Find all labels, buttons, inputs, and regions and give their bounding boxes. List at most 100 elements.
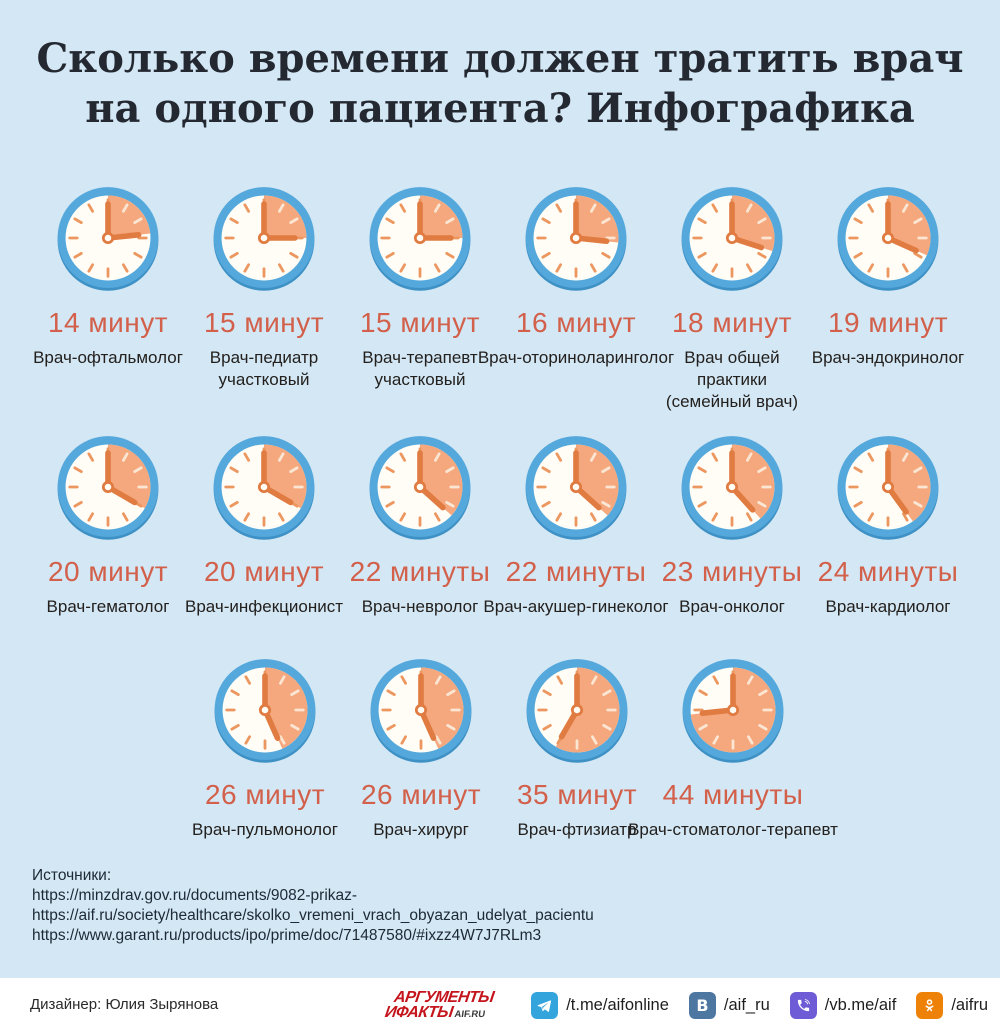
source-link[interactable]: https://minzdrav.gov.ru/documents/9082-p… <box>32 887 358 904</box>
clock-icon <box>525 436 627 540</box>
source-link[interactable]: https://aif.ru/society/healthcare/skolko… <box>32 907 594 924</box>
source-link[interactable]: https://www.garant.ru/products/ipo/prime… <box>32 927 542 944</box>
social-link-item: /vb.me/aif <box>789 991 897 1019</box>
doctor-label-line: Врач общей <box>684 348 780 367</box>
clock-icon <box>369 436 471 540</box>
time-label: 15 минут <box>203 307 325 338</box>
social-handle[interactable]: /aif_ru <box>723 995 770 1014</box>
telegram-badge[interactable] <box>531 991 559 1019</box>
clock-cell: 15 минут Врач‑терапевт участковый <box>342 182 498 413</box>
doctor-label: Врач‑педиатр участковый <box>210 347 318 391</box>
clock-cell: 20 минут Врач‑гематолог <box>30 431 186 618</box>
doctor-label: Врач‑кардиолог <box>826 596 951 618</box>
doctor-label: Врач‑терапевт участковый <box>362 347 477 391</box>
doctor-label-line: Врач‑терапевт <box>362 348 478 367</box>
time-label: 22 минуты <box>505 556 647 587</box>
vk-badge[interactable]: B <box>688 991 716 1019</box>
time-label: 14 минут <box>47 307 169 338</box>
time-label: 26 минут <box>204 779 326 810</box>
doctor-label: Врач‑акушер‑гинеколог <box>483 596 668 618</box>
designer-credit: Дизайнер: Юлия Зырянова <box>30 996 219 1013</box>
doctor-label-line: Врач‑гематолог <box>46 597 170 616</box>
clock-cell: 16 минут Врач‑оториноларинголог <box>478 182 674 413</box>
doctor-label-line: практики <box>697 370 767 390</box>
clock-grid-row-2: 20 минут Врач‑гематолог 20 минут Врач‑инфе… <box>30 431 966 618</box>
footer-bar: Дизайнер: Юлия Зырянова АРГУМЕНТЫ ИФАКТЫ… <box>0 978 1000 1032</box>
social-handle[interactable]: /vb.me/aif <box>824 995 897 1014</box>
clock-cell: 14 минут Врач‑офтальмолог <box>30 182 186 413</box>
social-link-item: B/aif_ru <box>688 991 770 1019</box>
time-label: 35 минут <box>516 779 638 810</box>
viber-icon <box>797 998 810 1011</box>
social-handle[interactable]: /aifru <box>951 995 988 1014</box>
clock-cell: 20 минут Врач‑инфекционист <box>185 431 343 618</box>
sources-links: https://minzdrav.gov.ru/documents/9082-p… <box>32 886 594 946</box>
time-label: 23 минуты <box>661 556 803 587</box>
time-label: 16 минут <box>515 307 637 338</box>
doctor-label-line: Врач‑онколог <box>679 597 785 616</box>
clock-cell: 44 минуты Врач‑стоматолог‑терапевт <box>628 654 838 841</box>
doctor-label: Врач‑онколог <box>679 596 785 618</box>
clock-icon <box>837 187 939 291</box>
doctor-label-line: Врач‑оториноларинголог <box>477 348 675 367</box>
page-title-line1: Сколько времени должен тратить врач <box>36 35 964 82</box>
clock-cell: 22 минуты Врач‑невролог <box>342 431 498 618</box>
aif-logo-site: AIF.RU <box>454 1009 487 1020</box>
time-label: 18 минут <box>671 307 793 338</box>
clock-icon <box>681 436 783 540</box>
social-handle[interactable]: /t.me/aifonline <box>566 995 669 1014</box>
time-label: 20 минут <box>47 556 169 587</box>
doctor-label: Врач общей практики (семейный врач) <box>666 347 798 413</box>
page-title-line2: на одного пациента? Инфографика <box>85 85 915 132</box>
doctor-label-line: участковый <box>374 370 466 390</box>
clock-cell: 15 минут Врач‑педиатр участковый <box>186 182 342 413</box>
ok-badge[interactable] <box>916 991 944 1019</box>
clock-icon <box>213 187 315 291</box>
doctor-label: Врач‑пульмонолог <box>192 819 338 841</box>
doctor-label-line: Врач‑стоматолог‑терапевт <box>628 820 838 839</box>
clock-icon <box>526 659 628 763</box>
doctor-label: Врач‑невролог <box>362 596 479 618</box>
doctor-label-line: Врач‑офтальмолог <box>33 348 183 367</box>
doctor-label: Врач‑хирург <box>373 819 469 841</box>
clock-grid-row-1: 14 минут Врач‑офтальмолог 15 минут Врач‑пе… <box>30 182 966 413</box>
clock-icon <box>837 436 939 540</box>
doctor-label-line: Врач‑хирург <box>373 820 469 839</box>
sources-block: Источники: https://minzdrav.gov.ru/docum… <box>32 866 594 946</box>
clock-icon <box>681 187 783 291</box>
clock-grid-row-3: 26 минут Врач‑пульмонолог 26 минут Врач‑хи… <box>187 654 838 841</box>
vk-icon: B <box>696 995 709 1015</box>
social-link-item: /t.me/aifonline <box>531 991 669 1019</box>
time-label: 26 минут <box>360 779 482 810</box>
doctor-label: Врач‑офтальмолог <box>33 347 183 369</box>
page-title: Сколько времени должен тратить врач на о… <box>0 34 1000 134</box>
clock-icon <box>370 659 472 763</box>
doctor-label: Врач‑эндокринолог <box>812 347 964 369</box>
clock-cell: 23 минуты Врач‑онколог <box>654 431 810 618</box>
clock-cell: 19 минут Врач‑эндокринолог <box>810 182 966 413</box>
time-label: 44 минуты <box>662 779 804 810</box>
clock-cell: 35 минут Врач‑фтизиатр <box>499 654 655 841</box>
aif-logo-bottom: ИФАКТЫ <box>384 1004 455 1021</box>
clock-cell: 26 минут Врач‑пульмонолог <box>187 654 343 841</box>
doctor-label-line: Врач‑инфекционист <box>185 597 344 616</box>
aif-logo: АРГУМЕНТЫ ИФАКТЫAIF.RU <box>384 989 495 1021</box>
sources-heading: Источники: <box>32 867 112 884</box>
time-label: 20 минут <box>203 556 325 587</box>
doctor-label-line: (семейный врач) <box>665 392 799 412</box>
viber-badge[interactable] <box>789 991 817 1019</box>
social-links: /t.me/aifonline B/aif_ru/vb.me/aif/aifru <box>511 991 988 1019</box>
doctor-label-line: Врач‑педиатр <box>209 348 319 367</box>
doctor-label: Врач‑инфекционист <box>185 596 343 618</box>
clock-cell: 26 минут Врач‑хирург <box>343 654 499 841</box>
doctor-label: Врач‑оториноларинголог <box>478 347 674 369</box>
doctor-label-line: Врач‑фтизиатр <box>517 820 637 839</box>
doctor-label-line: участковый <box>218 370 310 390</box>
doctor-label-line: Врач‑пульмонолог <box>192 820 338 839</box>
telegram-icon <box>537 999 552 1012</box>
ok-icon <box>925 998 934 1011</box>
clock-icon <box>57 187 159 291</box>
doctor-label-line: Врач‑акушер‑гинеколог <box>483 597 669 616</box>
time-label: 19 минут <box>827 307 949 338</box>
